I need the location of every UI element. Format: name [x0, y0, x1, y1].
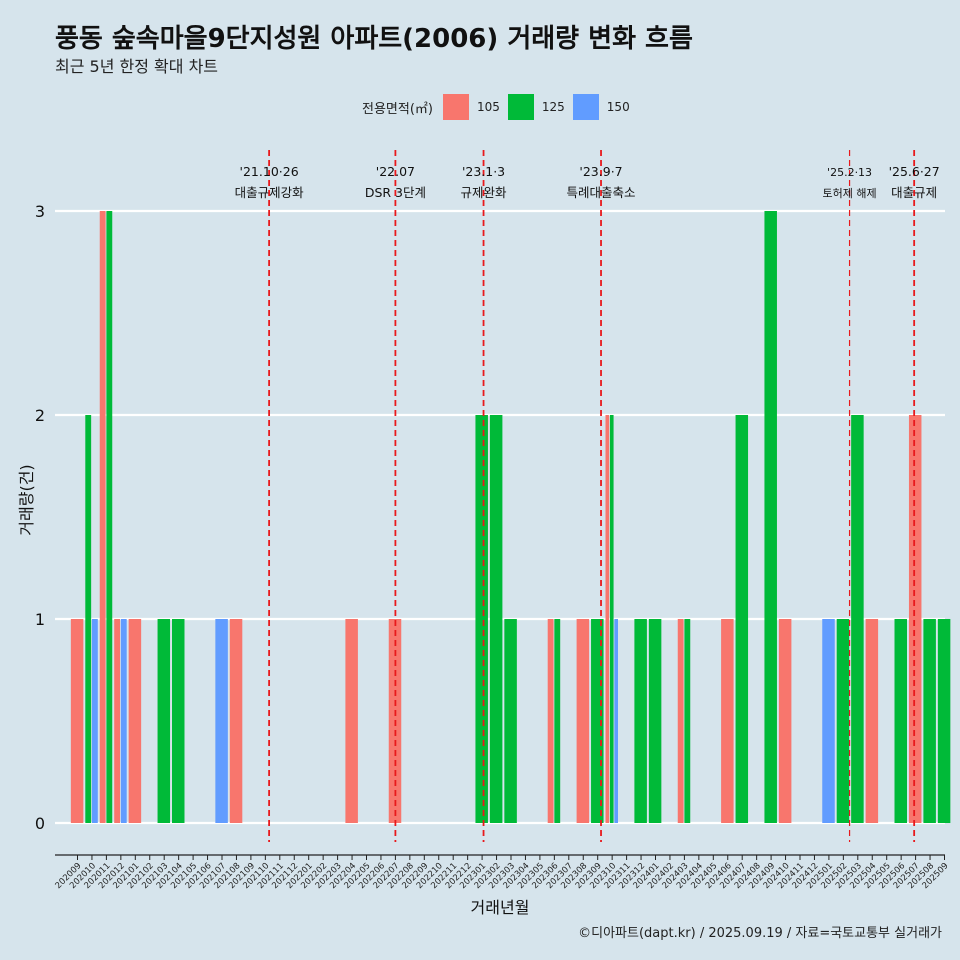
bar-105-202009	[70, 619, 84, 823]
legend: 전용면적(㎡) 105 125 150	[362, 93, 638, 121]
source-footer: ©디아파트(dapt.kr) / 2025.09.19 / 자료=국토교통부 실…	[578, 926, 942, 941]
legend-swatch-125	[507, 94, 534, 120]
bar-125-202010	[85, 415, 92, 823]
bar-125-202310	[609, 415, 614, 823]
event-date: '25.2·13	[827, 166, 872, 179]
event-date: '25.6·27	[889, 164, 940, 179]
bar-105-202108	[229, 619, 243, 823]
legend-item-105: 105	[442, 94, 500, 120]
bar-105-202310	[605, 415, 610, 823]
bar-105-202101	[128, 619, 142, 823]
bar-105-202011	[99, 211, 106, 823]
event-date: '21.10·26	[240, 164, 299, 179]
event-date: '22.07	[376, 164, 415, 179]
y-tick-label: 1	[35, 610, 45, 629]
bar-125-202506	[894, 619, 907, 823]
event-label: 특례대출축소	[567, 185, 636, 200]
event-label: 대출규제	[891, 185, 937, 200]
legend-label-105: 105	[476, 100, 500, 114]
bar-125-202312	[634, 619, 647, 823]
bar-125-202301	[475, 415, 488, 823]
bar-105-202308	[576, 619, 590, 823]
bar-125-202407	[735, 415, 749, 823]
event-label: 대출규제강화	[235, 185, 305, 200]
bar-105-202306	[547, 619, 554, 823]
bar-125-202103	[157, 619, 171, 823]
bar-105-202204	[345, 619, 358, 823]
legend-label-150: 150	[606, 100, 630, 114]
legend-swatch-150	[572, 94, 599, 120]
bar-105-202406	[721, 619, 734, 823]
bar-150-202010	[91, 619, 98, 823]
bar-150-202012	[120, 619, 127, 823]
bar-125-202011	[106, 211, 113, 823]
bar-125-202508	[923, 619, 936, 823]
bar-105-202012	[114, 619, 121, 823]
y-tick-label: 0	[35, 814, 45, 833]
bar-125-202104	[172, 619, 185, 823]
bar-105-202504	[865, 619, 879, 823]
y-tick-label: 2	[35, 406, 45, 425]
chart-subtitle: 최근 5년 한정 확대 차트	[55, 57, 219, 76]
bar-125-202502	[836, 619, 850, 823]
event-date: '23.9·7	[579, 164, 622, 179]
y-axis-title: 거래량(건)	[17, 464, 36, 535]
legend-title: 전용면적(㎡)	[362, 101, 433, 117]
bar-105-202403	[677, 619, 684, 823]
y-tick-label: 3	[35, 202, 45, 221]
legend-label-125: 125	[541, 100, 565, 114]
bar-105-202507	[908, 415, 922, 823]
legend-swatch-105	[442, 94, 469, 120]
bar-125-202503	[851, 415, 864, 823]
bar-125-202306	[554, 619, 561, 823]
bar-125-202403	[684, 619, 691, 823]
bar-125-202509	[937, 619, 951, 823]
chart-title: 풍동 숲속마을9단지성원 아파트(2006) 거래량 변화 흐름	[55, 24, 693, 54]
event-label: DSR 3단계	[365, 185, 426, 200]
bar-125-202303	[504, 619, 517, 823]
event-label: 규제완화	[461, 185, 508, 200]
bar-105-202410	[778, 619, 792, 823]
legend-item-150: 150	[572, 94, 630, 120]
bar-125-202302	[489, 415, 503, 823]
bar-125-202401	[648, 619, 662, 823]
x-axis-title: 거래년월	[471, 898, 530, 917]
bar-150-202501	[822, 619, 835, 823]
legend-item-125: 125	[507, 94, 565, 120]
bar-150-202107	[215, 619, 228, 823]
bar-125-202409	[764, 211, 777, 823]
bar-150-202310	[614, 619, 618, 823]
event-date: '23.1·3	[462, 164, 505, 179]
event-label: 토허제 해제	[823, 186, 877, 200]
